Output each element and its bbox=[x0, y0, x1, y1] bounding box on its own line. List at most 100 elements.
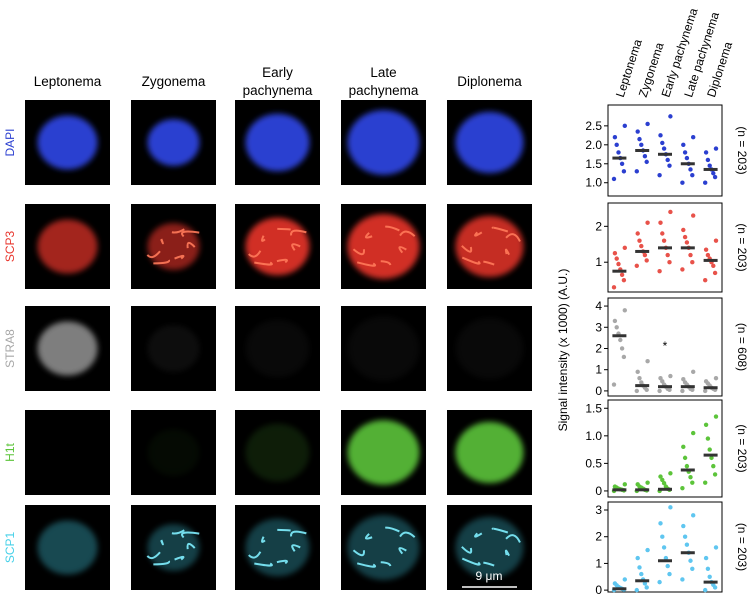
data-point bbox=[639, 380, 644, 385]
data-point bbox=[663, 484, 669, 489]
chromosome-axis bbox=[385, 225, 400, 232]
y-tick-label: 1.5 bbox=[585, 157, 602, 171]
data-point bbox=[644, 585, 649, 590]
data-point bbox=[668, 505, 673, 510]
data-point bbox=[668, 471, 673, 476]
chromosome-axis bbox=[504, 248, 510, 256]
chromosome-axis bbox=[461, 245, 473, 253]
data-point bbox=[657, 172, 662, 178]
data-point bbox=[691, 213, 696, 218]
n-label: (n = 203) bbox=[735, 126, 747, 174]
chromosome-axis bbox=[364, 232, 373, 239]
data-point bbox=[705, 157, 711, 163]
data-point bbox=[707, 447, 712, 452]
data-point bbox=[705, 252, 711, 258]
data-point bbox=[645, 121, 650, 127]
chromosome-axis bbox=[385, 526, 400, 533]
data-point bbox=[707, 574, 712, 579]
data-point bbox=[663, 555, 669, 561]
y-tick-label: 0.5 bbox=[585, 456, 602, 470]
data-point bbox=[711, 263, 716, 269]
data-point bbox=[658, 521, 663, 526]
chromosome-axis bbox=[276, 258, 288, 264]
chromosome-axis bbox=[291, 243, 301, 251]
data-point bbox=[668, 373, 673, 379]
data-point bbox=[642, 252, 648, 258]
chromosome-axis bbox=[146, 250, 161, 259]
data-point bbox=[614, 142, 619, 148]
data-point bbox=[709, 455, 714, 461]
n-label: (n = 203) bbox=[735, 424, 747, 472]
data-point bbox=[680, 485, 685, 491]
data-point bbox=[635, 369, 640, 375]
data-point bbox=[703, 388, 708, 394]
plot-frame bbox=[607, 202, 723, 293]
plot-frame bbox=[607, 104, 723, 197]
data-point bbox=[665, 157, 670, 163]
data-point bbox=[680, 577, 685, 582]
data-point bbox=[657, 388, 662, 394]
nucleus bbox=[147, 524, 200, 571]
data-point bbox=[639, 571, 644, 577]
data-point bbox=[645, 220, 650, 225]
chromosome-axis bbox=[483, 260, 495, 266]
data-point bbox=[622, 245, 627, 251]
data-point bbox=[644, 159, 649, 165]
data-point bbox=[711, 463, 716, 469]
data-point bbox=[661, 545, 667, 550]
data-point bbox=[637, 238, 642, 243]
data-point bbox=[703, 247, 709, 252]
data-point bbox=[665, 563, 670, 569]
chromosome-axis bbox=[352, 248, 365, 256]
data-point bbox=[681, 142, 686, 148]
y-tick-label: 1.5 bbox=[585, 401, 602, 415]
data-point bbox=[658, 220, 663, 225]
data-point bbox=[612, 581, 618, 586]
chromosome-axis bbox=[186, 542, 196, 550]
data-point bbox=[639, 243, 644, 249]
chromosome-axis bbox=[290, 229, 307, 236]
data-point bbox=[688, 558, 693, 563]
y-tick-label: 2 bbox=[595, 341, 602, 355]
nucleus bbox=[347, 515, 420, 580]
chromosome-axis bbox=[261, 536, 266, 543]
data-point bbox=[705, 436, 711, 441]
data-point bbox=[622, 577, 627, 582]
chromosome-axis bbox=[254, 261, 273, 266]
data-point bbox=[658, 474, 663, 479]
data-point bbox=[691, 369, 696, 375]
data-point bbox=[637, 136, 642, 142]
data-point bbox=[611, 285, 617, 290]
nucleus bbox=[245, 113, 310, 172]
chromosome-axis bbox=[399, 230, 416, 237]
row-label: SCP1 bbox=[3, 532, 17, 564]
data-point bbox=[622, 482, 627, 487]
data-point bbox=[661, 146, 667, 151]
annotation: * bbox=[663, 339, 668, 353]
y-tick-label: 0 bbox=[595, 384, 602, 398]
data-point bbox=[612, 484, 618, 489]
data-point bbox=[680, 388, 685, 394]
data-point bbox=[661, 481, 667, 486]
nucleus bbox=[347, 110, 420, 175]
chromosome-axis bbox=[276, 559, 288, 565]
data-point bbox=[635, 482, 640, 487]
n-label: (n = 608) bbox=[735, 323, 747, 371]
data-point bbox=[691, 513, 696, 518]
chromosome-axis bbox=[380, 561, 392, 567]
data-point bbox=[619, 272, 625, 277]
y-tick-label: 2.0 bbox=[585, 138, 602, 152]
nucleus bbox=[347, 420, 420, 485]
data-point bbox=[658, 375, 663, 381]
data-point bbox=[684, 155, 690, 161]
plot-frame bbox=[607, 501, 723, 593]
chromosome-axis bbox=[153, 560, 171, 566]
data-point bbox=[657, 579, 662, 585]
nucleus bbox=[37, 321, 98, 376]
data-point bbox=[660, 231, 665, 236]
data-point bbox=[712, 270, 718, 276]
data-point bbox=[681, 444, 686, 450]
data-point bbox=[703, 422, 709, 428]
chromosome-axis bbox=[277, 227, 291, 231]
